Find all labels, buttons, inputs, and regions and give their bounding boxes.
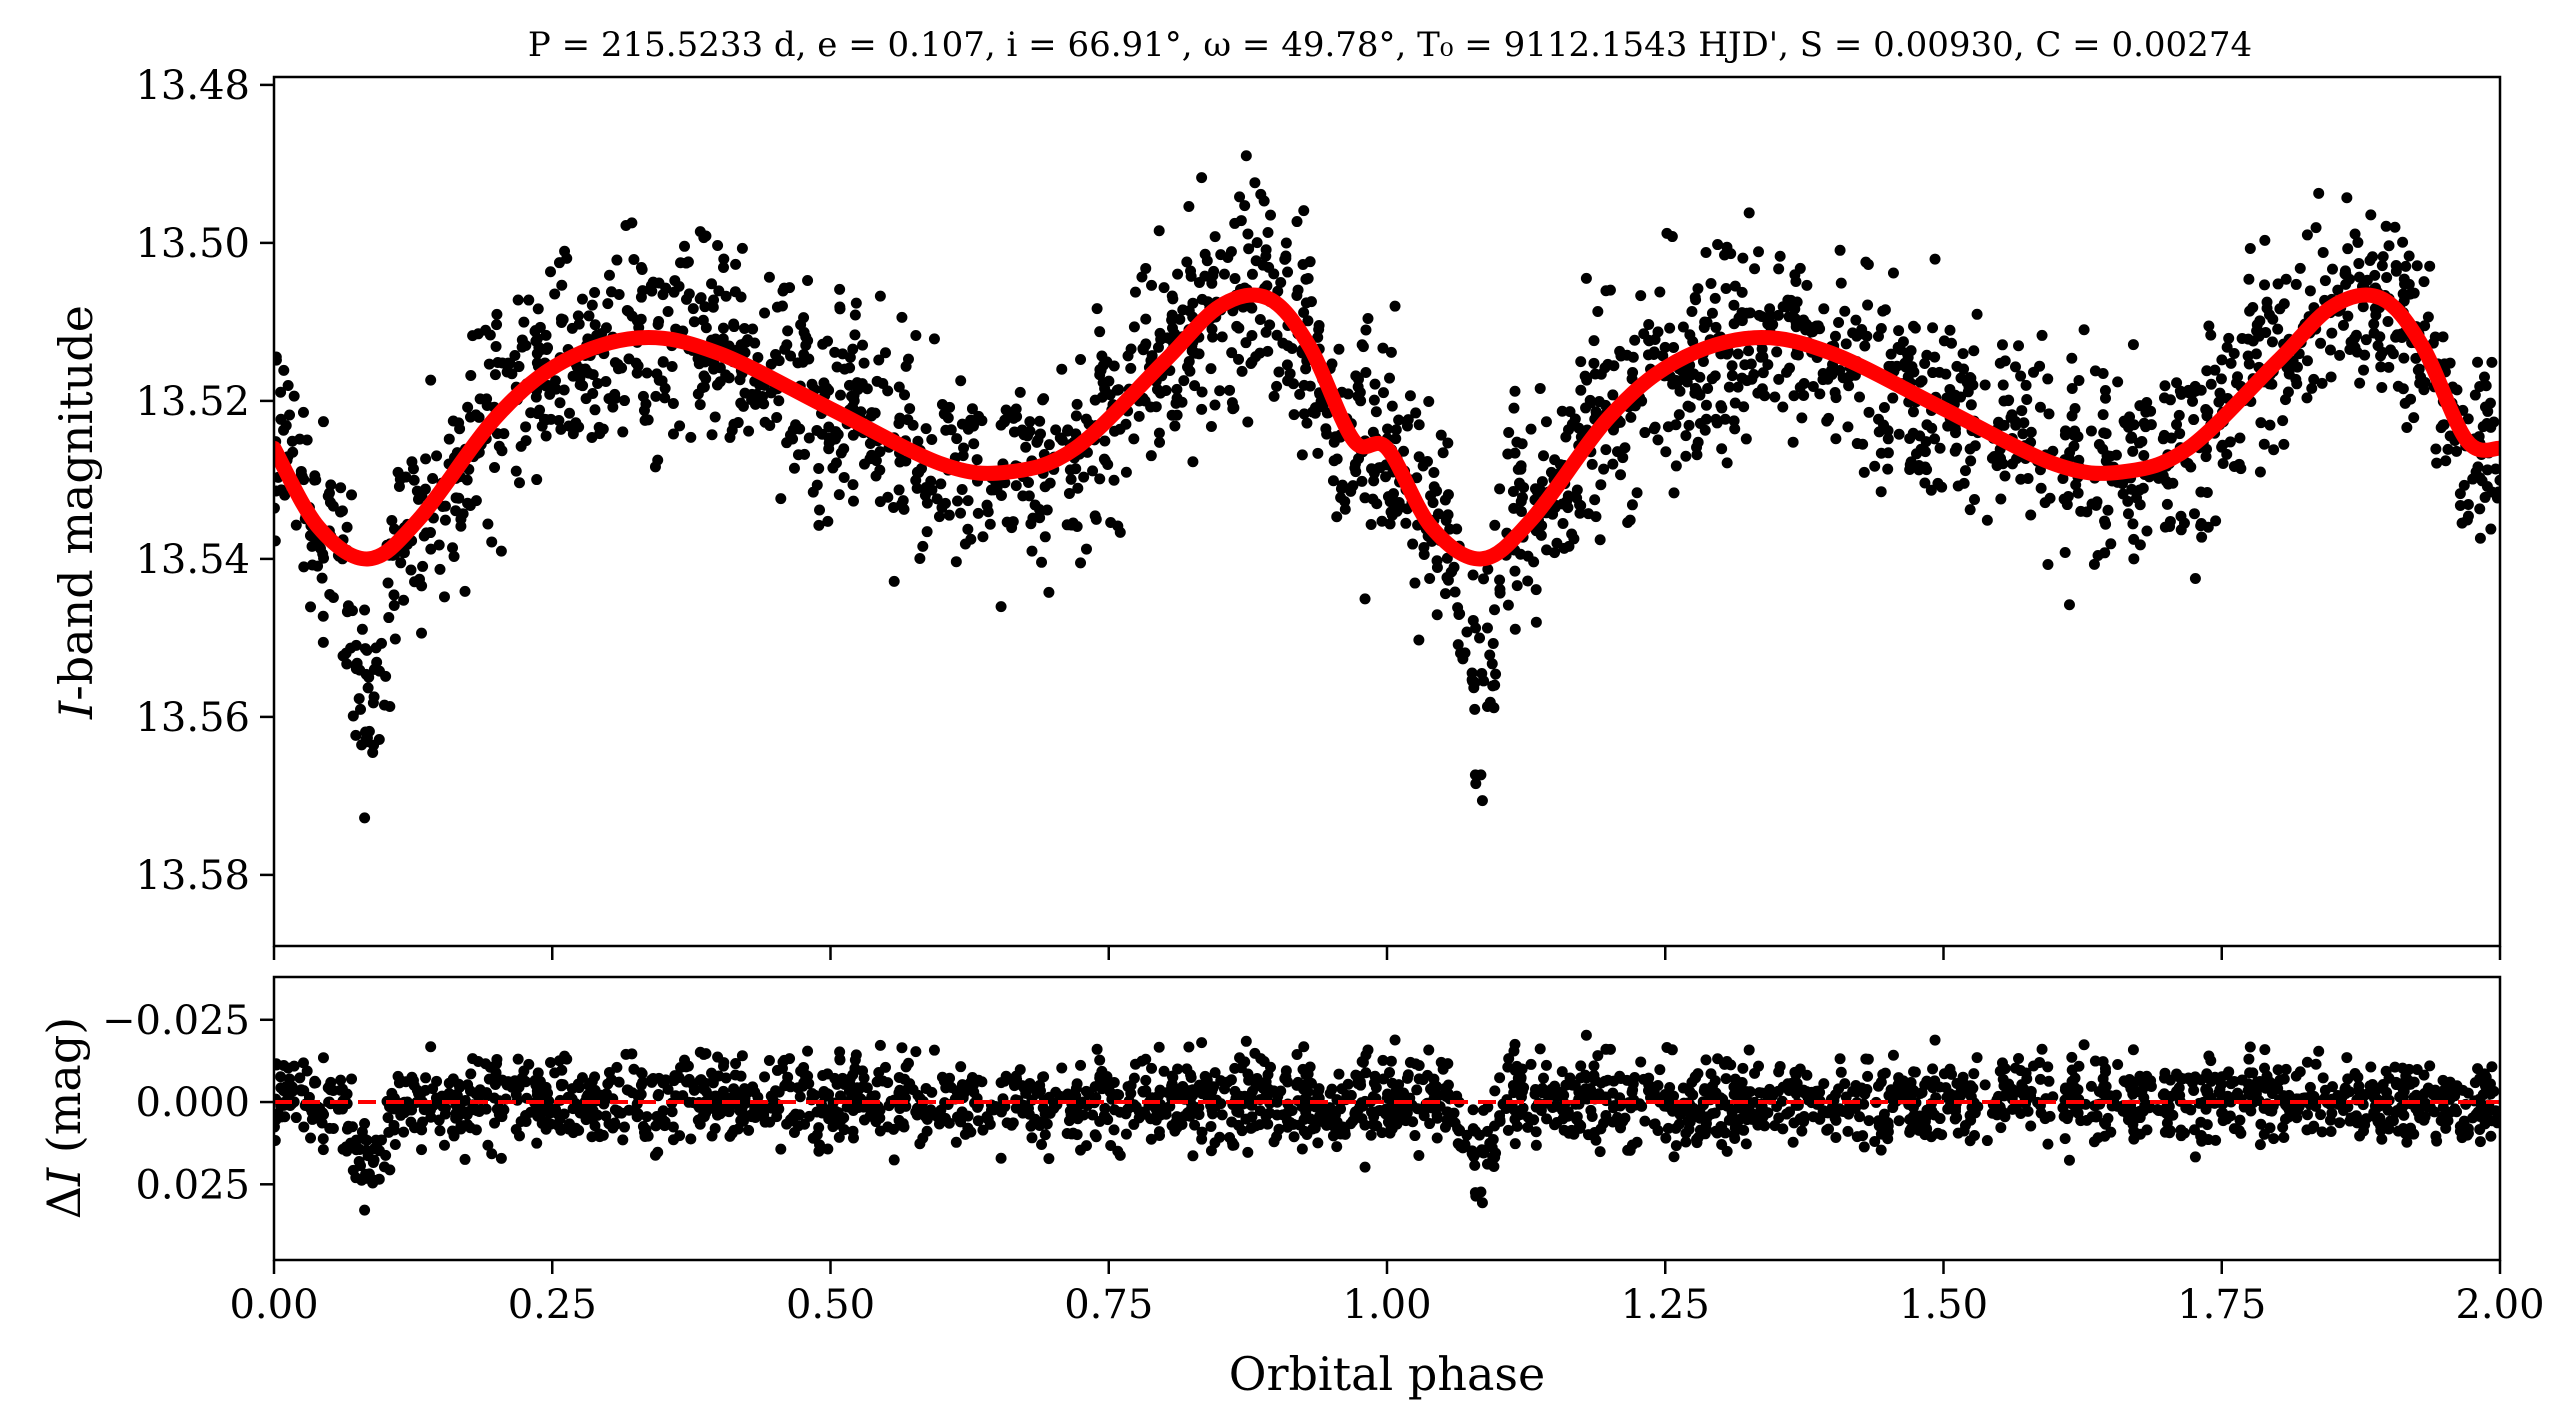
y-tick-label: 13.50 xyxy=(135,221,250,267)
residuals-x-ticks: 0.00 0.25 0.50 0.75 1.00 1.25 1.50 1.75 2.00 xyxy=(229,1260,2544,1328)
x-tick-label: 1.00 xyxy=(1342,1282,1431,1328)
light-curve-panel: 13.48 13.50 13.52 13.54 13.56 13.58 I-band ma… xyxy=(49,63,2505,960)
y-tick-label: 13.48 xyxy=(135,63,250,109)
residual-data-points xyxy=(269,1030,2506,1216)
y-axis-title-italic: I xyxy=(49,700,103,720)
y-axis-title-rest: -band magnitude xyxy=(49,305,103,701)
x-axis-title: Orbital phase xyxy=(1229,1347,1545,1401)
x-tick-label: 1.75 xyxy=(2177,1282,2266,1328)
y-tick-label: 13.56 xyxy=(135,695,250,741)
residual-points xyxy=(269,1030,2506,1216)
light-curve-x-ticks xyxy=(274,946,2500,960)
residual-title-rest: (mag) xyxy=(37,1017,91,1168)
x-tick-label: 1.50 xyxy=(1899,1282,1988,1328)
residual-y-tick-label: 0.025 xyxy=(135,1162,250,1208)
y-tick-label: 13.52 xyxy=(135,379,250,425)
x-tick-label: 0.25 xyxy=(508,1282,597,1328)
x-tick-label: 1.25 xyxy=(1621,1282,1710,1328)
x-tick-label: 0.75 xyxy=(1064,1282,1153,1328)
y-tick-label: 13.58 xyxy=(135,853,250,899)
residual-y-tick-label: 0.000 xyxy=(135,1080,250,1126)
light-curve-points xyxy=(269,150,2506,823)
light-curve-y-ticks: 13.48 13.50 13.52 13.54 13.56 13.58 xyxy=(135,63,274,899)
residuals-panel: −0.025 0.000 0.025 0.00 0.25 0.50 0.75 1.00 1.2… xyxy=(37,977,2545,1401)
light-curve-y-axis-title: I-band magnitude xyxy=(49,305,103,720)
x-tick-label: 0.00 xyxy=(229,1282,318,1328)
residual-title-delta: Δ xyxy=(37,1186,91,1219)
x-tick-label: 2.00 xyxy=(2455,1282,2544,1328)
y-tick-label: 13.54 xyxy=(135,537,250,583)
residual-title-italic: I xyxy=(37,1167,91,1187)
residuals-y-axis-title: ΔI (mag) xyxy=(37,1017,91,1219)
chart-title: P = 215.5233 d, e = 0.107, i = 66.91°, ω… xyxy=(528,25,2252,65)
x-tick-label: 0.50 xyxy=(786,1282,875,1328)
residuals-y-ticks: −0.025 0.000 0.025 xyxy=(102,998,274,1209)
residual-y-tick-label: −0.025 xyxy=(102,998,250,1044)
light-curve-data-points xyxy=(269,150,2506,823)
